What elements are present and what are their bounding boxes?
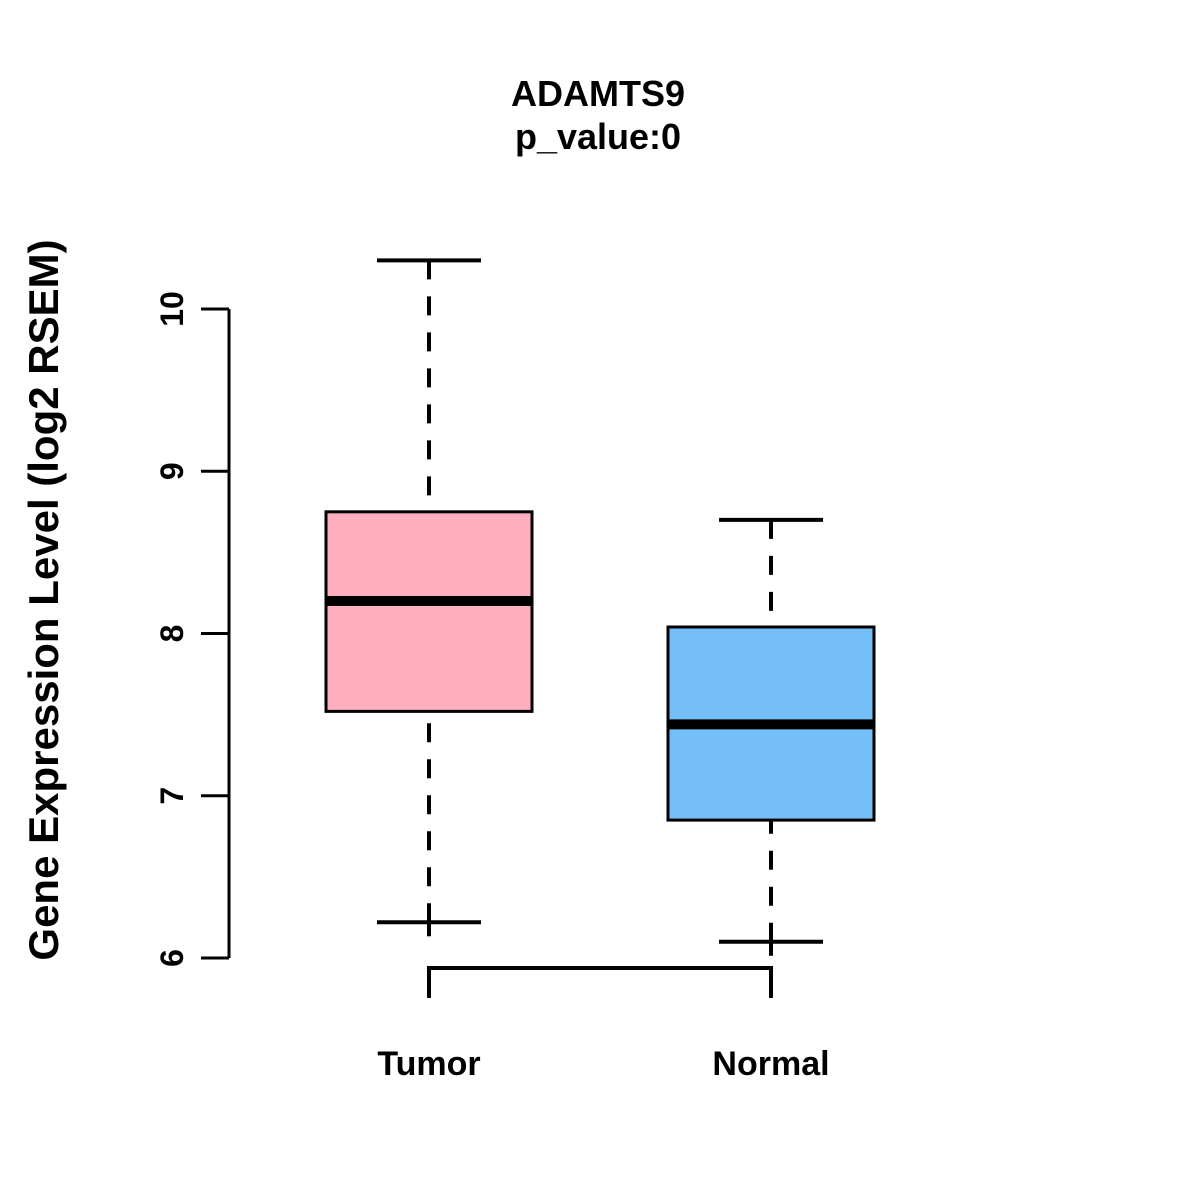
chart-subtitle: p_value:0 — [515, 116, 681, 157]
category-label-normal: Normal — [712, 1045, 829, 1083]
y-tick-label: 6 — [154, 949, 190, 967]
category-label-tumor: Tumor — [377, 1045, 480, 1083]
box-group — [324, 258, 876, 956]
iqr-box — [324, 510, 534, 713]
box-normal — [666, 517, 876, 956]
chart-title: ADAMTS9 — [511, 73, 685, 114]
y-axis: 6 7 8 9 10 — [154, 291, 231, 967]
box-tumor — [324, 258, 534, 937]
y-tick-label: 9 — [154, 462, 190, 480]
comparison-bracket — [427, 966, 773, 998]
y-axis-label: Gene Expression Level (log2 RSEM) — [20, 239, 67, 960]
y-tick-label: 8 — [154, 625, 190, 643]
y-tick-label: 10 — [154, 291, 190, 327]
y-tick-label: 7 — [154, 787, 190, 805]
